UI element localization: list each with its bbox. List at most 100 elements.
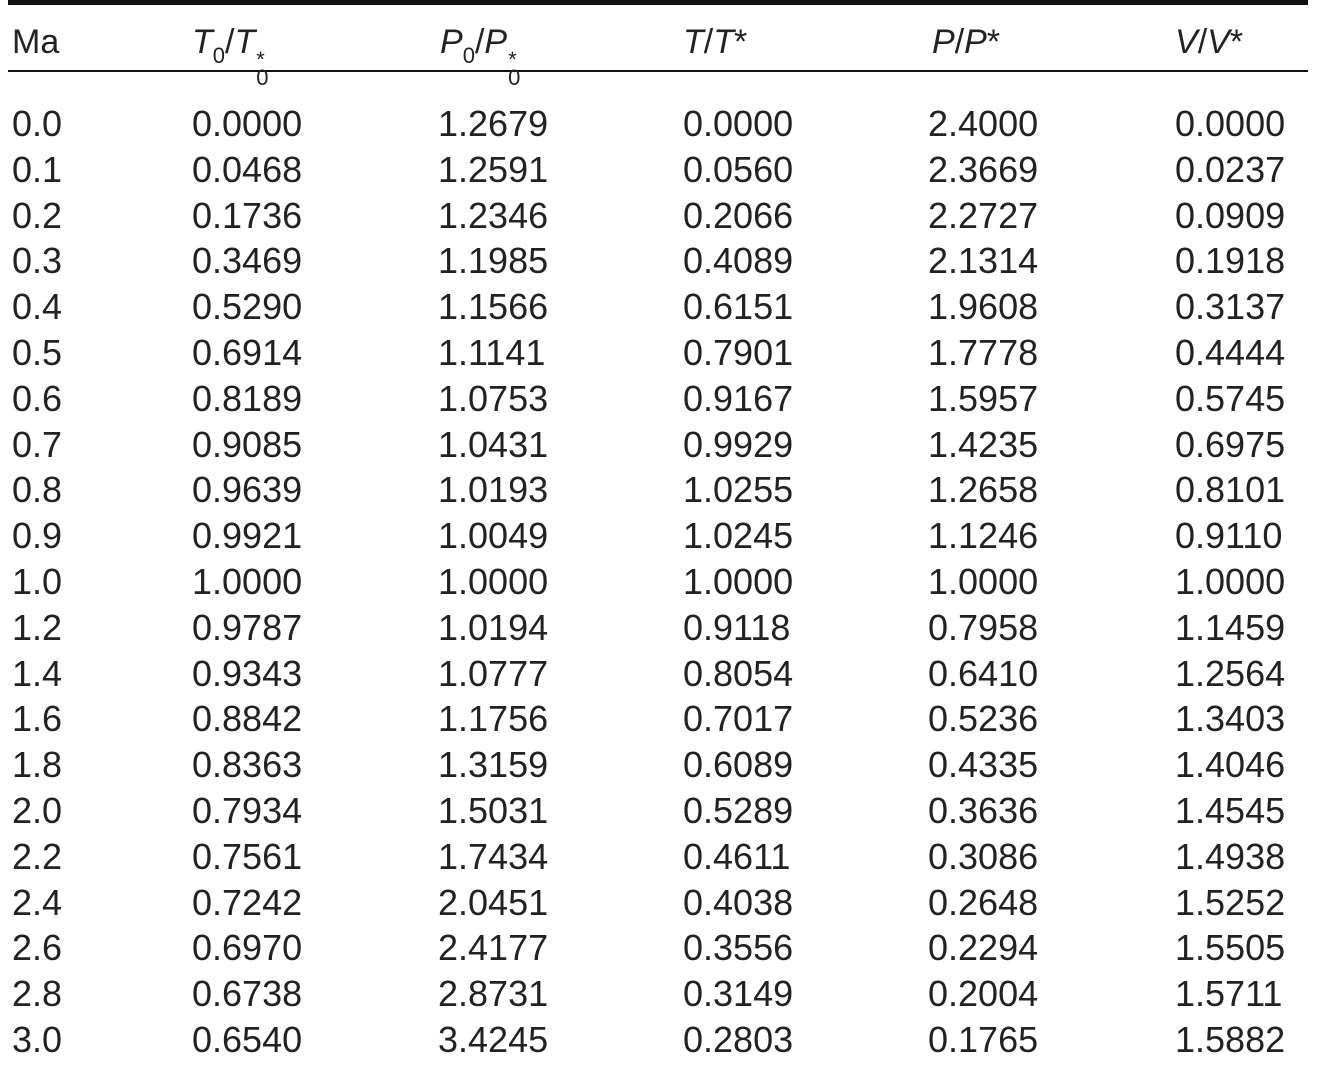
value-cell: 0.4444 [1175,332,1286,373]
value-cell: 0.1736 [192,194,303,236]
mach-cell: 0.7 [12,423,63,465]
mach-cell: 0.8 [12,469,63,511]
value-cell: 0.6410 [928,652,1039,694]
header-text: T [683,23,704,61]
value-cell: 0.9343 [192,652,303,694]
value-cell: 0.3469 [192,240,303,282]
value-cell: 1.0000 [928,561,1039,602]
value-cell: 0.8189 [192,377,303,419]
header-text: / [954,23,965,61]
value-cell: 0.3086 [928,835,1039,877]
header-text: / [703,23,714,61]
value-cell: 0.4038 [683,881,794,923]
value-cell: 3.4245 [438,1019,549,1060]
value-cell: 0.2294 [928,927,1039,969]
value-cell: 1.3403 [1175,698,1286,740]
mach-cell: 0.3 [12,240,63,282]
value-cell: 0.6540 [192,1019,303,1060]
value-cell: 1.0753 [438,377,549,419]
value-cell: 1.0049 [438,515,549,557]
header-text: / [474,23,485,61]
header-text: T [713,23,735,61]
value-cell: 0.3149 [683,973,794,1015]
header-sub: 0 [462,43,475,68]
value-cell: 0.2648 [928,881,1039,923]
value-cell: 0.1765 [928,1019,1039,1060]
value-cell: 0.9110 [1175,515,1283,557]
value-cell: 1.7778 [928,332,1039,373]
header-stack: * 0 [256,47,269,90]
value-cell: 0.7561 [192,835,303,877]
value-cell: 0.5290 [192,286,303,328]
value-cell: 1.0255 [683,469,794,511]
value-cell: 1.2591 [438,148,549,190]
mach-cell: 2.4 [12,881,63,923]
value-cell: 0.6914 [192,332,303,373]
value-cell: 1.1141 [438,332,546,373]
value-cell: 0.0468 [192,148,303,190]
header-text: P [440,23,463,61]
value-cell: 0.9921 [192,515,303,557]
value-cell: 0.3556 [683,927,794,969]
value-cell: 0.8101 [1175,469,1286,511]
value-cell: 1.0194 [438,606,549,648]
header-cell: T0/T * 0 [192,22,269,90]
header-sup: * [256,47,265,72]
mach-cell: 1.8 [12,744,63,786]
value-cell: 1.4545 [1175,790,1286,831]
value-cell: 0.6738 [192,973,303,1015]
header-text: T [234,23,256,61]
mach-cell: 0.1 [12,148,63,190]
value-cell: 2.3669 [928,148,1039,190]
header-cell: P0/P * 0 [440,22,521,90]
header-stack: * 0 [508,49,521,90]
value-cell: 1.2658 [928,469,1039,511]
value-cell: 0.8363 [192,744,303,786]
header-text: P [932,23,955,61]
value-cell: 2.8731 [438,973,549,1015]
header-text: Ma [12,23,60,61]
value-cell: 0.4089 [683,240,794,282]
header-text: V [1207,23,1230,61]
value-cell: 1.7434 [438,835,549,877]
value-cell: 1.1459 [1175,606,1286,648]
mach-cell: 1.2 [12,606,63,648]
header-sub: 0 [212,43,226,68]
value-cell: 1.1566 [438,286,549,328]
value-cell: 1.2346 [438,194,549,236]
value-cell: 0.9118 [683,606,791,648]
value-cell: 1.4938 [1175,835,1286,877]
mach-cell: 2.2 [12,835,63,877]
value-cell: 1.4235 [928,423,1039,465]
value-cell: 1.1246 [928,515,1039,557]
header-text: P [484,23,508,61]
value-cell: 0.3137 [1175,286,1286,328]
value-cell: 1.5505 [1175,927,1286,969]
header-cell: P/P* [932,22,1000,62]
value-cell: 0.6151 [683,286,794,328]
value-cell: 1.0000 [438,561,549,602]
value-cell: 0.6970 [192,927,303,969]
header-text: V [1175,23,1198,61]
mach-cell: 1.4 [12,652,63,694]
header-text: / [1197,23,1208,61]
header-text: P [964,23,987,61]
value-cell: 0.0000 [1175,103,1286,144]
value-cell: 0.9639 [192,469,303,511]
header-sub: 0 [256,65,269,90]
value-cell: 2.1314 [928,240,1039,282]
value-cell: 0.7242 [192,881,303,923]
value-cell: 0.4611 [683,835,791,877]
value-cell: 1.0000 [1175,561,1286,602]
header-sub: 0 [508,65,521,90]
header-text: * [986,23,1001,61]
value-cell: 0.7901 [683,332,794,373]
value-cell: 1.1756 [438,698,549,740]
value-cell: 0.2066 [683,194,794,236]
value-cell: 0.5236 [928,698,1039,740]
mach-cell: 1.6 [12,698,63,740]
header-text: T [192,23,213,61]
value-cell: 1.5031 [438,790,549,831]
header-rule [8,70,1308,72]
